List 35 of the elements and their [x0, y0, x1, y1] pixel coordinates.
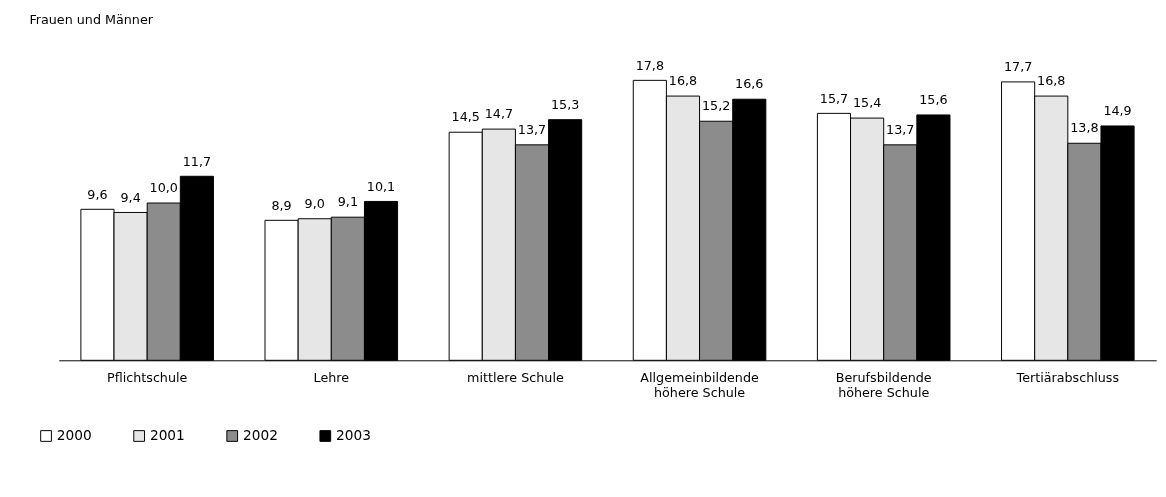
data-label: 13,7	[517, 122, 547, 138]
data-label: 15,4	[852, 95, 882, 111]
data-label: 13,7	[886, 122, 915, 138]
x-tick-label: Tertiärabschluss	[1015, 370, 1120, 386]
x-tick-label: Lehre	[313, 370, 350, 386]
legend-label: 2000	[56, 426, 92, 443]
legend-label: 2003	[336, 426, 371, 443]
data-label: 16,6	[735, 76, 764, 92]
data-label: 11,7	[182, 153, 212, 169]
data-label: 14,9	[1103, 103, 1132, 119]
data-label: 9,1	[337, 194, 358, 210]
data-label: 14,7	[484, 106, 514, 122]
data-label: 9,0	[304, 195, 325, 211]
data-label: 8,9	[271, 197, 292, 213]
data-label: 17,7	[1003, 59, 1033, 75]
data-label: 15,7	[819, 90, 849, 106]
data-label: 16,8	[668, 73, 698, 89]
x-tick-label: mittlere Schule	[467, 370, 564, 386]
legend-label: 2001	[149, 426, 185, 443]
data-label: 16,8	[1037, 73, 1066, 89]
data-label: 10,1	[366, 178, 396, 194]
x-tick-label: Allgemeinbildende höhere Schule	[640, 370, 759, 401]
data-label: 15,6	[919, 92, 948, 108]
data-label: 13,8	[1070, 120, 1099, 136]
data-label: 9,6	[87, 186, 108, 202]
data-label: 15,2	[701, 98, 731, 114]
data-label: 17,8	[635, 57, 665, 73]
data-label: 14,5	[451, 109, 480, 125]
data-label: 10,0	[149, 180, 178, 196]
x-tick-label: Berufsbildende höhere Schule	[835, 370, 932, 401]
data-label: 15,3	[550, 96, 580, 112]
chart-title: Frauen und Männer	[29, 12, 154, 28]
x-tick-label: Pflichtschule	[106, 370, 188, 386]
data-label: 9,4	[120, 189, 141, 205]
legend-label: 2002	[243, 426, 278, 443]
